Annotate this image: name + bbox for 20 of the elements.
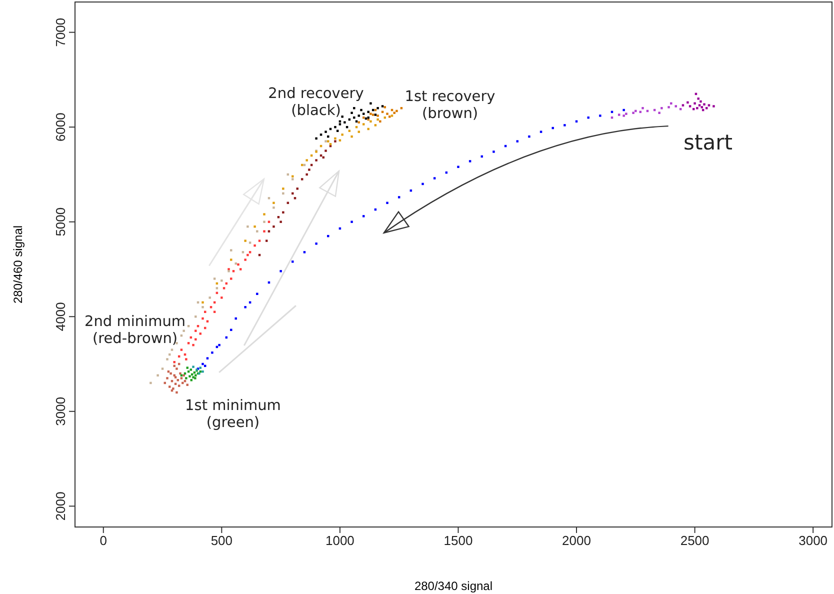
annotation: 1st recovery (brown) [404, 88, 496, 122]
x-tick-label: 1500 [444, 533, 473, 548]
x-tick-label: 500 [210, 533, 233, 548]
y-tick-label: 3000 [53, 396, 68, 426]
x-tick-label: 2500 [680, 533, 710, 548]
y-tick-label: 5000 [53, 207, 68, 236]
y-axis-title: 280/460 signal [11, 225, 25, 304]
y-tick-label: 6000 [53, 112, 68, 142]
y-tick-label: 7000 [53, 18, 68, 47]
x-tick-label: 3000 [798, 533, 828, 548]
y-tick-label: 4000 [53, 302, 68, 332]
x-tick-label: 0 [100, 533, 108, 548]
annotation: 2nd recovery (black) [268, 86, 364, 120]
y-tick-label: 2000 [53, 492, 68, 521]
annotation: 1st minimum (green) [185, 398, 281, 432]
annotation: start [684, 130, 732, 154]
annotation: 2nd minimum (red-brown) [84, 314, 186, 348]
x-tick-label: 2000 [562, 533, 591, 548]
x-tick-label: 1000 [325, 533, 354, 548]
x-axis-title: 280/340 signal [414, 579, 493, 593]
